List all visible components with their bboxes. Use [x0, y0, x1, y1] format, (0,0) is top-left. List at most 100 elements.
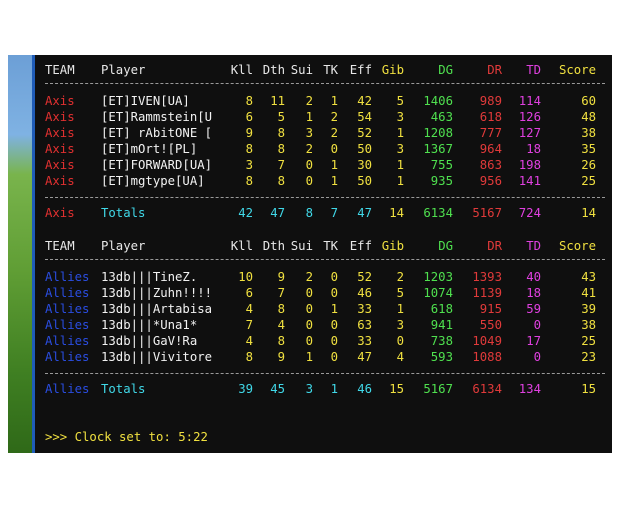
cell-tk: 1: [330, 174, 338, 188]
cell-team: Allies: [45, 334, 90, 348]
cell-dr: 1049: [472, 334, 502, 348]
cell-team: Allies: [45, 350, 90, 364]
cell-eff: 50: [357, 174, 372, 188]
cell-td: 0: [533, 318, 541, 332]
cell-dg: 1074: [423, 286, 453, 300]
axis-totals-divider: [45, 197, 605, 198]
cell-dg: 1208: [423, 126, 453, 140]
cell-tk: 0: [330, 142, 338, 156]
cell-tk: 1: [330, 94, 338, 108]
cell-player: Totals: [101, 206, 146, 220]
cell-sui: 0: [305, 302, 313, 316]
cell-tk: 0: [330, 318, 338, 332]
header-dr: DR: [487, 239, 502, 253]
header-gib: Gib: [381, 239, 404, 253]
cell-dg: 618: [430, 302, 453, 316]
cell-sui: 1: [305, 350, 313, 364]
cell-score: 38: [581, 126, 596, 140]
cell-dr: 5167: [472, 206, 502, 220]
cell-sui: 3: [305, 382, 313, 396]
cell-kll: 8: [245, 174, 253, 188]
header-eff: Eff: [349, 239, 372, 253]
cell-dth: 11: [270, 94, 285, 108]
cell-sui: 0: [305, 286, 313, 300]
cell-score: 35: [581, 142, 596, 156]
axis-header-divider: [45, 83, 605, 84]
cell-team: Allies: [45, 302, 90, 316]
cell-dth: 8: [277, 334, 285, 348]
header-tk: TK: [323, 239, 338, 253]
axis-totals-row: Axis Totals 42 47 8 7 47 14 6134 5167 724 14: [35, 206, 612, 220]
cell-player: Totals: [101, 382, 146, 396]
cell-score: 39: [581, 302, 596, 316]
cell-dth: 7: [277, 286, 285, 300]
header-score: Score: [558, 63, 596, 77]
cell-gib: 3: [396, 142, 404, 156]
cell-team: Allies: [45, 286, 90, 300]
cell-tk: 1: [330, 302, 338, 316]
cell-gib: 3: [396, 318, 404, 332]
cell-gib: 1: [396, 158, 404, 172]
table-row: Axis [ET] rAbitONE [9 8 3 2 52 1 1208 777 127 38: [35, 126, 612, 140]
cell-team: Axis: [45, 126, 75, 140]
table-row: Axis [ET]mOrt![PL] 8 8 2 0 50 3 1367 964 18 35: [35, 142, 612, 156]
cell-eff: 54: [357, 110, 372, 124]
cell-sui: 0: [305, 158, 313, 172]
cell-kll: 10: [238, 270, 253, 284]
cell-player: [ET]Rammstein[U: [101, 110, 213, 124]
cell-score: 14: [581, 206, 596, 220]
cell-eff: 52: [357, 126, 372, 140]
cell-score: 15: [581, 382, 596, 396]
cell-tk: 0: [330, 286, 338, 300]
header-td: TD: [526, 239, 541, 253]
cell-player: 13db|||GaV!Ra: [101, 334, 198, 348]
cell-score: 26: [581, 158, 596, 172]
cell-dr: 915: [479, 302, 502, 316]
cell-dg: 941: [430, 318, 453, 332]
cell-sui: 3: [305, 126, 313, 140]
cell-kll: 8: [245, 142, 253, 156]
cell-dth: 7: [277, 158, 285, 172]
axis-header-row: TEAM Player Kll Dth Sui TK Eff Gib DG DR TD Score: [35, 63, 612, 77]
header-tk: TK: [323, 63, 338, 77]
table-row: Axis [ET]mgtype[UA] 8 8 0 1 50 1 935 956 141 25: [35, 174, 612, 188]
cell-gib: 1: [396, 302, 404, 316]
cell-eff: 50: [357, 142, 372, 156]
table-row: Axis [ET]Rammstein[U 6 5 1 2 54 3 463 618 126 48: [35, 110, 612, 124]
cell-dr: 1139: [472, 286, 502, 300]
table-row: Allies 13db|||GaV!Ra 4 8 0 0 33 0 738 1049 17 25: [35, 334, 612, 348]
cell-dr: 550: [479, 318, 502, 332]
cell-player: 13db|||TineZ.: [101, 270, 198, 284]
console-output-line: >>> Clock set to: 5:22: [45, 430, 208, 444]
cell-gib: 15: [389, 382, 404, 396]
header-kll: Kll: [230, 239, 253, 253]
cell-kll: 4: [245, 302, 253, 316]
cell-td: 724: [518, 206, 541, 220]
header-eff: Eff: [349, 63, 372, 77]
cell-td: 17: [526, 334, 541, 348]
header-dg: DG: [438, 239, 453, 253]
header-sui: Sui: [290, 63, 313, 77]
header-dth: Dth: [262, 63, 285, 77]
cell-eff: 30: [357, 158, 372, 172]
cell-dg: 738: [430, 334, 453, 348]
cell-kll: 8: [245, 350, 253, 364]
header-dr: DR: [487, 63, 502, 77]
cell-td: 40: [526, 270, 541, 284]
allies-header-row: TEAM Player Kll Dth Sui TK Eff Gib DG DR TD Score: [35, 239, 612, 253]
cell-sui: 2: [305, 94, 313, 108]
cell-team: Allies: [45, 318, 90, 332]
cell-tk: 0: [330, 350, 338, 364]
header-td: TD: [526, 63, 541, 77]
cell-dr: 777: [479, 126, 502, 140]
cell-dg: 1367: [423, 142, 453, 156]
cell-dth: 9: [277, 350, 285, 364]
cell-player: [ET]mgtype[UA]: [101, 174, 205, 188]
header-gib: Gib: [381, 63, 404, 77]
cell-kll: 6: [245, 110, 253, 124]
cell-dr: 989: [479, 94, 502, 108]
cell-team: Axis: [45, 206, 75, 220]
cell-sui: 2: [305, 270, 313, 284]
cell-dth: 45: [270, 382, 285, 396]
cell-kll: 6: [245, 286, 253, 300]
